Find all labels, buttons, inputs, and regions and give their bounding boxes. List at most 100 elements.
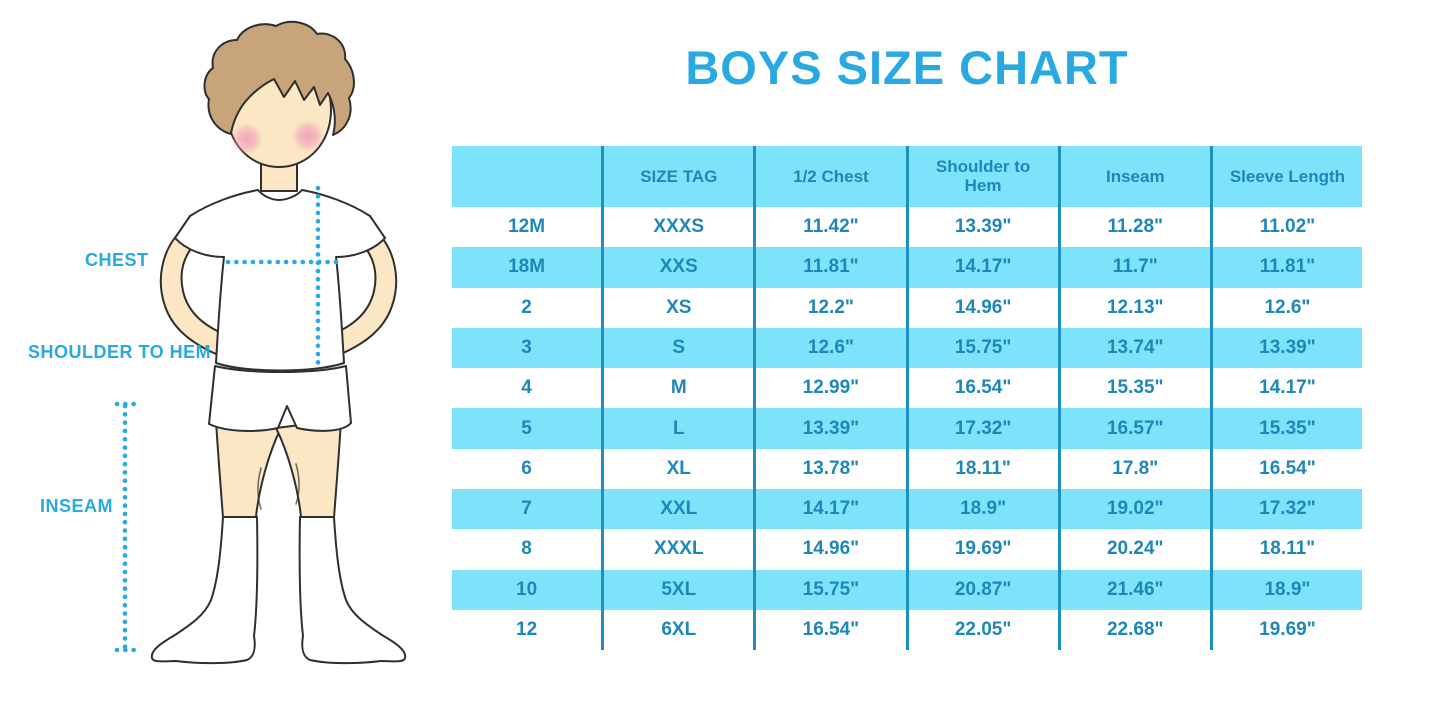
left-sock	[150, 516, 259, 665]
table-cell: 11.02"	[1209, 206, 1362, 248]
chest-label: CHEST	[85, 250, 149, 270]
table-cell: XXL	[601, 488, 753, 530]
table-cell: 18.11"	[1209, 529, 1362, 570]
table-cell: 13.74"	[1057, 327, 1210, 369]
table-cell: XXXL	[601, 529, 753, 570]
table-cell: L	[601, 408, 753, 449]
table-cell: 13.39"	[753, 408, 905, 449]
table-cell: M	[601, 368, 753, 409]
hair	[203, 20, 355, 136]
table-cell: 11.28"	[1057, 206, 1210, 248]
table-row: 7 XXL 14.17" 18.9" 19.02" 17.32"	[452, 488, 1362, 530]
table-cell: 7	[521, 498, 532, 520]
table-row: 10 5XL 15.75" 20.87" 21.46" 18.9"	[452, 569, 1362, 610]
table-cell: 18.9"	[1209, 569, 1362, 610]
table-cell: 16.54"	[1209, 448, 1362, 489]
table-cell: 12.99"	[753, 368, 905, 409]
table-cell: 15.75"	[905, 327, 1058, 369]
table-cell: 5XL	[601, 569, 753, 610]
t-shirt	[174, 189, 386, 372]
table-cell: 14.17"	[753, 488, 905, 530]
table-cell: 15.35"	[1057, 368, 1210, 409]
table-row: 18M XXS 11.81" 14.17" 11.7" 11.81"	[452, 247, 1362, 288]
table-cell: 19.69"	[905, 529, 1058, 570]
table-cell: 3	[521, 336, 532, 358]
left-leg	[215, 419, 282, 519]
table-cell: S	[601, 327, 753, 369]
table-cell: 16.54"	[905, 368, 1058, 409]
table-cell: 12.6"	[1209, 287, 1362, 328]
table-cell: 5	[521, 417, 532, 439]
table-cell: 12.6"	[753, 327, 905, 369]
column-header: Shoulder to Hem	[905, 146, 1058, 207]
table-row: 4 M 12.99" 16.54" 15.35" 14.17"	[452, 368, 1362, 409]
table-cell: XXS	[601, 247, 753, 288]
right-sock	[298, 516, 407, 665]
table-cell: 11.42"	[753, 206, 905, 248]
table-cell: 13.39"	[1209, 327, 1362, 369]
boy-illustration	[114, 20, 407, 665]
inseam-label: INSEAM	[40, 496, 114, 516]
table-cell: 14.96"	[753, 529, 905, 570]
table-cell: 16.57"	[1057, 408, 1210, 449]
table-row: 12M XXXS 11.42" 13.39" 11.28" 11.02"	[452, 206, 1362, 248]
table-cell: 22.68"	[1057, 609, 1210, 651]
right-leg	[275, 419, 342, 519]
table-cell: 13.78"	[753, 448, 905, 489]
right-knee-line	[295, 463, 300, 505]
table-row: 5 L 13.39" 17.32" 16.57" 15.35"	[452, 408, 1362, 449]
table-cell: 4	[521, 377, 532, 399]
table-cell: 16.54"	[753, 609, 905, 651]
table-cell: 14.17"	[1209, 368, 1362, 409]
table-cell: 8	[521, 538, 532, 560]
column-header: SIZE TAG	[601, 146, 753, 207]
table-cell: 6	[521, 457, 532, 479]
table-header-row: SIZE TAG 1/2 Chest Shoulder to Hem Inseam Sl…	[452, 146, 1362, 207]
table-cell: 18.11"	[905, 448, 1058, 489]
table-cell: 17.32"	[1209, 488, 1362, 530]
table-cell: 15.75"	[753, 569, 905, 610]
table-cell: 19.02"	[1057, 488, 1210, 530]
table-cell: 17.8"	[1057, 448, 1210, 489]
table-cell: 11.81"	[753, 247, 905, 288]
table-cell: 18.9"	[905, 488, 1058, 530]
table-cell: 6XL	[601, 609, 753, 651]
table-row: 6 XL 13.78" 18.11" 17.8" 16.54"	[452, 448, 1362, 489]
table-cell: 15.35"	[1209, 408, 1362, 449]
table-cell: 22.05"	[905, 609, 1058, 651]
table-cell: 10	[516, 578, 538, 600]
table-cell: 12.2"	[753, 287, 905, 328]
table-row: 3 S 12.6" 15.75" 13.74" 13.39"	[452, 327, 1362, 369]
left-knee-line	[257, 467, 262, 510]
table-cell: 17.32"	[905, 408, 1058, 449]
table-cell: XL	[601, 448, 753, 489]
left-blush	[231, 123, 263, 155]
table-cell: XXXS	[601, 206, 753, 248]
right-blush	[292, 120, 324, 152]
table-cell: 11.81"	[1209, 247, 1362, 288]
table-cell: 14.96"	[905, 287, 1058, 328]
table-row: 8 XXXL 14.96" 19.69" 20.24" 18.11"	[452, 529, 1362, 570]
table-cell: 21.46"	[1057, 569, 1210, 610]
column-header	[452, 146, 601, 207]
table-cell: 18M	[508, 256, 546, 278]
table-cell: 11.7"	[1057, 247, 1210, 288]
shorts	[208, 365, 352, 432]
table-cell: 14.17"	[905, 247, 1058, 288]
size-table: SIZE TAG 1/2 Chest Shoulder to Hem Inseam Sl…	[452, 146, 1362, 651]
table-row: 2 XS 12.2" 14.96" 12.13" 12.6"	[452, 287, 1362, 328]
table-cell: 12.13"	[1057, 287, 1210, 328]
page-title: BOYS SIZE CHART	[685, 41, 1129, 94]
size-diagram: CHEST SHOULDER TO HEM INSEAM	[0, 0, 445, 723]
table-cell: 19.69"	[1209, 609, 1362, 651]
table-row: 12 6XL 16.54" 22.05" 22.68" 19.69"	[452, 609, 1362, 651]
table-cell: 13.39"	[905, 206, 1058, 248]
column-header: Sleeve Length	[1209, 146, 1362, 207]
column-header: 1/2 Chest	[753, 146, 905, 207]
table-cell: 12M	[508, 216, 546, 238]
table-cell: 20.87"	[905, 569, 1058, 610]
column-header: Inseam	[1057, 146, 1210, 207]
table-cell: 12	[516, 618, 538, 640]
table-cell: 20.24"	[1057, 529, 1210, 570]
